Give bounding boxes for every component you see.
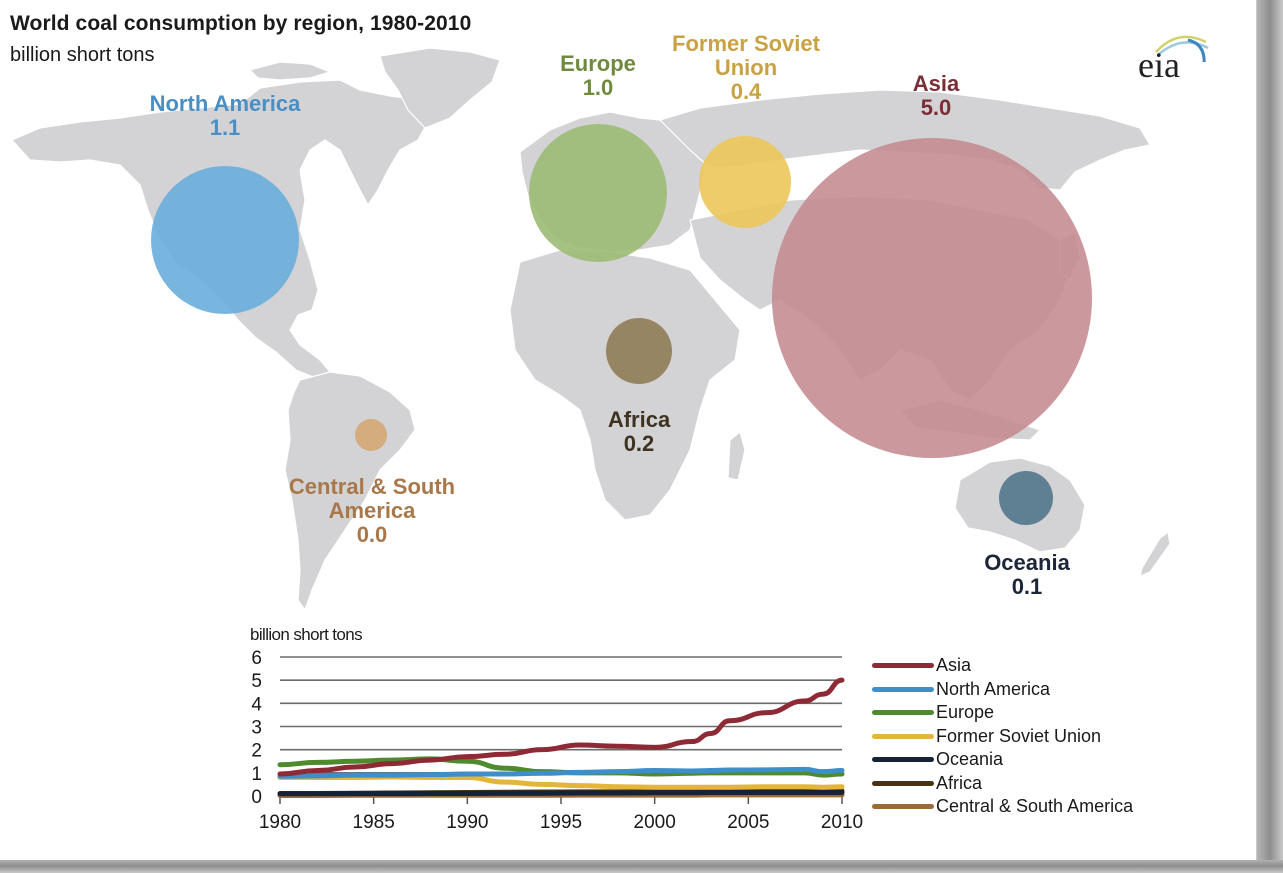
region-name: North America [149, 91, 301, 116]
legend-label: Former Soviet Union [936, 725, 1102, 746]
legend-item[interactable]: Oceania [872, 748, 1133, 772]
region-value: 0.1 [1011, 574, 1043, 599]
region-value: 1.0 [582, 75, 614, 100]
x-tick-label: 2010 [821, 812, 863, 833]
legend-label: Oceania [936, 749, 1004, 770]
continent-africa [509, 249, 741, 521]
region-name-line1: Central & South [288, 474, 456, 499]
y-axis-unit-label: billion short tons [250, 625, 363, 644]
region-value: 5.0 [920, 95, 952, 120]
bubble-asia[interactable] [772, 138, 1092, 458]
legend-swatch [872, 780, 934, 786]
legend-label: Asia [936, 655, 972, 676]
region-name-line2: America [328, 498, 416, 523]
arctic-islands [248, 61, 332, 81]
y-tick-label: 0 [251, 787, 262, 808]
legend-swatch [872, 663, 934, 669]
legend-swatch [872, 757, 934, 763]
y-tick-label: 4 [251, 694, 262, 715]
label-north-america: North America 1.1 [150, 92, 301, 140]
panel-shadow [0, 860, 1283, 873]
series-line-oceania[interactable] [277, 790, 845, 797]
bubble-oceania[interactable] [999, 471, 1053, 525]
x-tick-label: 1990 [446, 812, 488, 833]
label-asia: Asia 5.0 [913, 72, 959, 120]
region-name: Oceania [984, 550, 1070, 575]
legend-label: Europe [936, 702, 995, 723]
region-value: 0.2 [623, 431, 655, 456]
legend-item[interactable]: Asia [872, 654, 1133, 678]
region-name-line2: Union [714, 55, 778, 80]
bubble-central-south-america[interactable] [355, 419, 387, 451]
eia-logo-arcs [1155, 35, 1209, 62]
region-value: 0.0 [356, 522, 388, 547]
bubble-europe[interactable] [529, 124, 667, 262]
series-line-north-america[interactable] [277, 766, 845, 779]
region-name: Asia [912, 71, 960, 96]
bubble-africa[interactable] [606, 318, 672, 384]
legend-label: Africa [936, 772, 983, 793]
legend-swatch [872, 686, 934, 692]
label-former-soviet-union: Former Soviet Union 0.4 [672, 32, 820, 104]
series-line-asia[interactable] [277, 677, 845, 777]
legend-label: North America [936, 678, 1051, 699]
eia-logo-text: eia [1138, 45, 1180, 85]
legend-item[interactable]: Europe [872, 701, 1133, 725]
chart-subtitle: billion short tons [10, 44, 155, 66]
region-name: Africa [607, 407, 671, 432]
bubble-north-america[interactable] [151, 166, 299, 314]
legend-swatch [872, 710, 934, 716]
series-line-former-soviet-union[interactable] [277, 774, 845, 790]
label-europe: Europe 1.0 [560, 52, 636, 100]
chart-legend: Asia North America Europe Former Soviet Uni… [872, 654, 1133, 819]
x-tick-label: 1995 [540, 812, 582, 833]
region-name: Europe [560, 51, 636, 76]
label-central-south-america: Central & South America 0.0 [289, 475, 455, 547]
y-tick-label: 1 [251, 764, 262, 785]
legend-item[interactable]: Former Soviet Union [872, 725, 1133, 749]
y-tick-label: 3 [251, 718, 262, 739]
y-tick-label: 2 [251, 741, 262, 762]
legend-label: Central & South America [936, 796, 1134, 817]
continent-northern-asia [658, 89, 1151, 191]
y-tick-label: 5 [251, 671, 262, 692]
legend-swatch [872, 733, 934, 739]
x-tick-label: 1985 [353, 812, 395, 833]
island-new-zealand [1139, 530, 1171, 577]
region-value: 1.1 [209, 115, 241, 140]
x-tick-label: 1980 [259, 812, 301, 833]
label-africa: Africa 0.2 [608, 408, 670, 456]
x-tick-label: 2000 [634, 812, 676, 833]
x-tick-label: 2005 [727, 812, 769, 833]
chart-title: World coal consumption by region, 1980-2… [10, 12, 472, 35]
region-value: 0.4 [730, 79, 762, 104]
island-madagascar [727, 430, 746, 481]
region-name-line1: Former Soviet [672, 31, 820, 56]
y-tick-label: 6 [251, 648, 262, 669]
legend-swatch [872, 804, 934, 810]
world-map [10, 47, 1171, 612]
legend-item[interactable]: Central & South America [872, 795, 1133, 819]
legend-item[interactable]: Africa [872, 772, 1133, 796]
bubble-former-soviet-union[interactable] [699, 136, 791, 228]
legend-item[interactable]: North America [872, 678, 1133, 702]
continent-greenland [379, 47, 501, 129]
eia-logo: eia [1138, 22, 1218, 85]
label-oceania: Oceania 0.1 [984, 551, 1070, 599]
